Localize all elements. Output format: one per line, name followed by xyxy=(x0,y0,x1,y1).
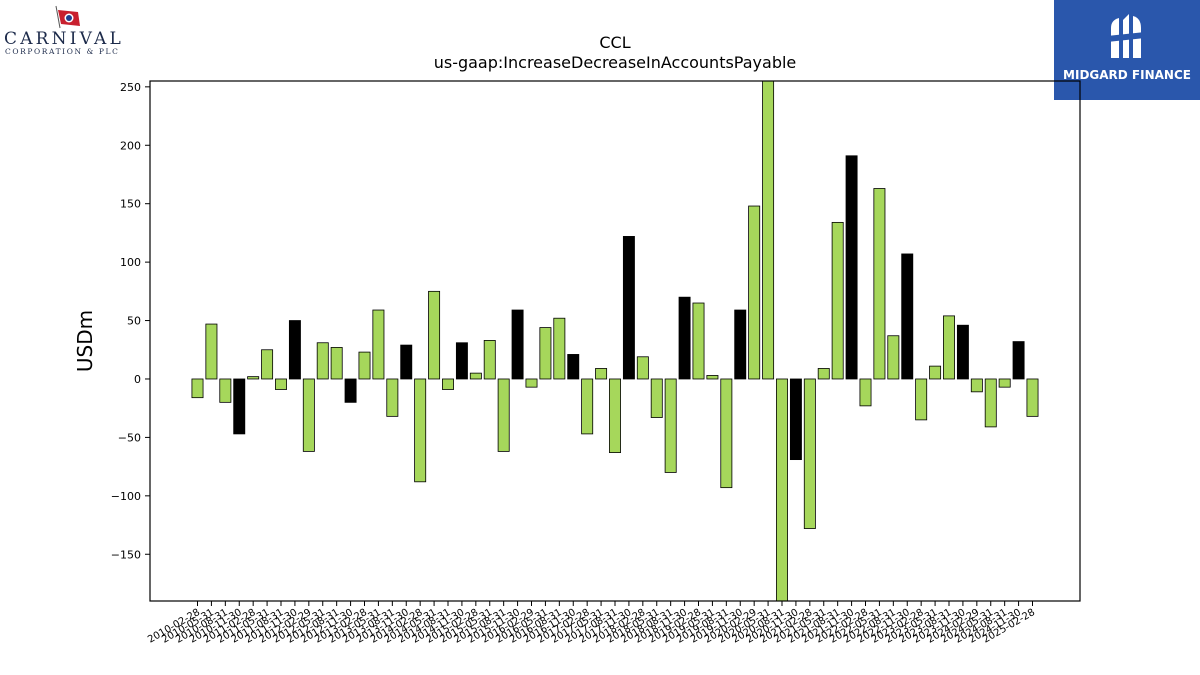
bar-2016-05-31 xyxy=(539,327,552,380)
bar-2021-02-28 xyxy=(803,378,816,529)
bar-2013-05-31 xyxy=(372,309,385,380)
bar-2014-05-31 xyxy=(428,290,441,380)
bar-2014-02-28 xyxy=(414,378,427,483)
y-tick-label: 50 xyxy=(127,315,141,328)
bar-2019-05-31 xyxy=(706,375,719,380)
bar-2011-11-30 xyxy=(288,320,301,380)
bar-2022-02-28 xyxy=(859,378,872,407)
bar-2012-11-30 xyxy=(344,378,357,403)
bar-2024-02-29 xyxy=(970,378,983,393)
bar-2023-02-28 xyxy=(915,378,928,421)
bar-2018-02-28 xyxy=(636,356,649,380)
bar-2022-11-30 xyxy=(901,253,914,380)
y-tick-label: 0 xyxy=(134,373,141,386)
y-axis-label: USDm xyxy=(73,310,97,372)
bar-2022-08-31 xyxy=(887,335,900,380)
y-tick-label: 200 xyxy=(120,139,141,152)
bar-2016-08-31 xyxy=(553,317,566,380)
y-tick-label: 150 xyxy=(120,198,141,211)
bar-2014-11-30 xyxy=(455,342,468,380)
bar-2013-08-31 xyxy=(386,378,399,417)
y-tick-label: −50 xyxy=(118,431,141,444)
y-axis-ticks: −150 −100 −50 0 50 100 150 200 250 xyxy=(111,81,150,561)
bar-2015-05-31 xyxy=(483,340,496,380)
bar-2012-08-31 xyxy=(330,347,343,380)
carnival-flag-icon xyxy=(55,5,80,29)
bar-2010-11-30 xyxy=(233,378,246,435)
midgard-wordmark: MIDGARD FINANCE xyxy=(1063,68,1191,82)
bar-2015-08-31 xyxy=(497,378,510,452)
y-tick-label: 250 xyxy=(120,81,141,94)
bar-2013-11-30 xyxy=(400,344,413,380)
bar-2024-08-31 xyxy=(998,378,1011,388)
bar-2012-02-29 xyxy=(302,378,315,452)
x-axis-ticks: 2010-02-282010-05-312010-08-312010-11-30… xyxy=(146,601,1037,646)
midgard-finance-logo: MIDGARD FINANCE xyxy=(1054,0,1200,100)
carnival-logo: CARNIVAL CORPORATION & PLC xyxy=(0,0,140,62)
bar-2011-08-31 xyxy=(275,378,287,390)
bar-2016-02-29 xyxy=(525,378,538,388)
bar-2020-08-31 xyxy=(776,378,788,601)
bar-2024-11-30 xyxy=(1012,341,1025,380)
bar-2020-05-31 xyxy=(762,81,775,380)
bar-2021-05-31 xyxy=(817,368,830,380)
bar-2022-05-31 xyxy=(873,188,886,380)
chart-subtitle: us-gaap:IncreaseDecreaseInAccountsPayabl… xyxy=(434,53,797,72)
carnival-wordmark: CARNIVAL xyxy=(4,29,124,49)
midgard-emblem-icon xyxy=(1107,14,1145,58)
bar-2018-08-31 xyxy=(664,378,677,473)
bar-2018-11-30 xyxy=(678,296,691,380)
bar-2017-02-28 xyxy=(581,378,594,435)
bar-2023-05-31 xyxy=(929,365,942,380)
bar-2010-08-31 xyxy=(219,378,232,403)
bar-2021-08-31 xyxy=(831,221,844,380)
bar-2012-05-31 xyxy=(316,342,329,380)
bar-2017-08-31 xyxy=(609,378,621,454)
bar-2016-11-30 xyxy=(567,354,580,380)
bar-2011-05-31 xyxy=(261,349,274,380)
bar-2019-11-30 xyxy=(734,309,747,380)
bar-2011-02-28 xyxy=(247,376,260,380)
bar-2013-02-28 xyxy=(358,351,371,380)
bar-series xyxy=(191,81,1039,601)
bar-2017-05-31 xyxy=(595,368,608,380)
bar-2020-11-30 xyxy=(789,378,802,461)
bar-2024-05-31 xyxy=(984,378,997,428)
y-tick-label: −100 xyxy=(111,490,141,503)
bar-2014-08-31 xyxy=(442,378,454,390)
y-tick-label: 100 xyxy=(120,256,141,269)
bar-2021-11-30 xyxy=(845,155,858,380)
bar-2018-05-31 xyxy=(650,378,663,418)
chart-title: CCL xyxy=(599,33,630,52)
bar-2015-11-30 xyxy=(511,309,524,380)
bar-2023-08-31 xyxy=(943,315,955,380)
carnival-subtitle: CORPORATION & PLC xyxy=(5,47,120,56)
bar-2023-11-30 xyxy=(956,324,969,380)
bar-2010-05-31 xyxy=(205,323,218,380)
bar-2020-02-29 xyxy=(748,205,761,380)
bar-2025-02-28 xyxy=(1026,378,1039,417)
plot-frame xyxy=(149,80,1081,602)
bar-2019-08-31 xyxy=(720,378,733,489)
bar-2019-02-28 xyxy=(692,302,705,380)
bar-2010-02-28 xyxy=(191,378,204,399)
y-tick-label: −150 xyxy=(111,548,141,561)
bar-2017-11-30 xyxy=(622,236,635,380)
bar-2015-02-28 xyxy=(469,372,482,380)
